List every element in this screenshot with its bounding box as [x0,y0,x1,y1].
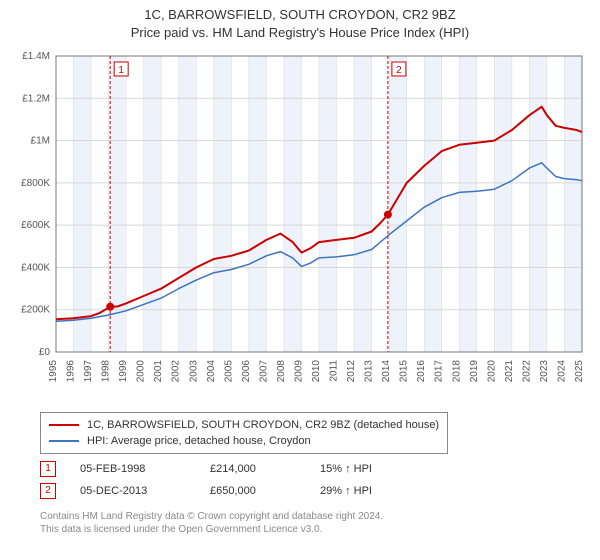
legend: 1C, BARROWSFIELD, SOUTH CROYDON, CR2 9BZ… [40,412,448,454]
sale-pct-vs-hpi: 29% ↑ HPI [320,485,430,497]
sale-price: £214,000 [210,463,320,475]
footer-line-2: This data is licensed under the Open Gov… [40,523,383,536]
svg-text:2018: 2018 [451,360,462,383]
svg-text:£1.2M: £1.2M [22,93,50,104]
svg-text:2002: 2002 [171,360,182,383]
svg-text:1997: 1997 [83,360,94,383]
legend-swatch [49,440,79,442]
svg-text:2017: 2017 [434,360,445,383]
legend-label: HPI: Average price, detached house, Croy… [87,435,311,447]
svg-text:2008: 2008 [276,360,287,383]
svg-text:£200K: £200K [21,305,50,316]
sale-marker-table: 1 05-FEB-1998£214,00015% ↑ HPI 2 05-DEC-201… [40,458,430,502]
svg-text:2011: 2011 [329,360,340,382]
legend-label: 1C, BARROWSFIELD, SOUTH CROYDON, CR2 9BZ… [87,419,439,431]
svg-text:2015: 2015 [399,360,410,383]
sale-pct-vs-hpi: 15% ↑ HPI [320,463,430,475]
sale-row: 2 05-DEC-2013£650,00029% ↑ HPI [40,480,430,502]
svg-text:£800K: £800K [21,178,50,189]
svg-text:2014: 2014 [381,360,392,383]
svg-text:1996: 1996 [66,360,77,383]
attribution-footer: Contains HM Land Registry data © Crown c… [40,510,383,536]
legend-swatch [49,424,79,426]
chart-title-block: 1C, BARROWSFIELD, SOUTH CROYDON, CR2 9BZ… [0,0,600,42]
svg-text:2001: 2001 [153,360,164,383]
svg-text:2012: 2012 [346,360,357,383]
title-line-1: 1C, BARROWSFIELD, SOUTH CROYDON, CR2 9BZ [0,6,600,24]
svg-text:2025: 2025 [574,360,585,383]
sale-date: 05-DEC-2013 [80,485,210,497]
svg-text:2016: 2016 [416,360,427,383]
svg-text:1999: 1999 [118,360,129,383]
legend-row: 1C, BARROWSFIELD, SOUTH CROYDON, CR2 9BZ… [49,417,439,433]
svg-text:£400K: £400K [21,262,50,273]
footer-line-1: Contains HM Land Registry data © Crown c… [40,510,383,523]
line-chart: £0 £200K £400K £600K £800K £1M £1.2M £1.4M 1995 1… [8,48,592,392]
svg-text:2019: 2019 [469,360,480,383]
svg-text:£1M: £1M [31,136,50,147]
svg-text:2007: 2007 [258,360,269,383]
svg-text:£0: £0 [39,347,51,358]
sale-marker-number: 1 [40,461,56,477]
sale-row: 1 05-FEB-1998£214,00015% ↑ HPI [40,458,430,480]
svg-text:2020: 2020 [486,360,497,383]
title-line-2: Price paid vs. HM Land Registry's House … [0,24,600,42]
svg-text:1: 1 [118,65,124,76]
svg-text:2003: 2003 [188,360,199,383]
svg-text:2013: 2013 [364,360,375,383]
sale-price: £650,000 [210,485,320,497]
legend-row: HPI: Average price, detached house, Croy… [49,433,439,449]
sale-marker-number: 2 [40,483,56,499]
svg-text:2005: 2005 [223,360,234,383]
svg-text:2021: 2021 [504,360,515,383]
svg-text:£1.4M: £1.4M [22,51,50,62]
svg-text:2004: 2004 [206,360,217,383]
svg-text:1998: 1998 [101,360,112,383]
svg-text:2: 2 [396,65,402,76]
svg-text:2009: 2009 [293,360,304,383]
svg-text:2000: 2000 [136,360,147,383]
svg-text:2024: 2024 [556,360,567,383]
svg-text:2006: 2006 [241,360,252,383]
svg-text:1995: 1995 [48,360,59,383]
svg-text:2010: 2010 [311,360,322,383]
svg-text:2023: 2023 [539,360,550,383]
svg-text:2022: 2022 [521,360,532,383]
sale-date: 05-FEB-1998 [80,463,210,475]
svg-text:£600K: £600K [21,220,50,231]
